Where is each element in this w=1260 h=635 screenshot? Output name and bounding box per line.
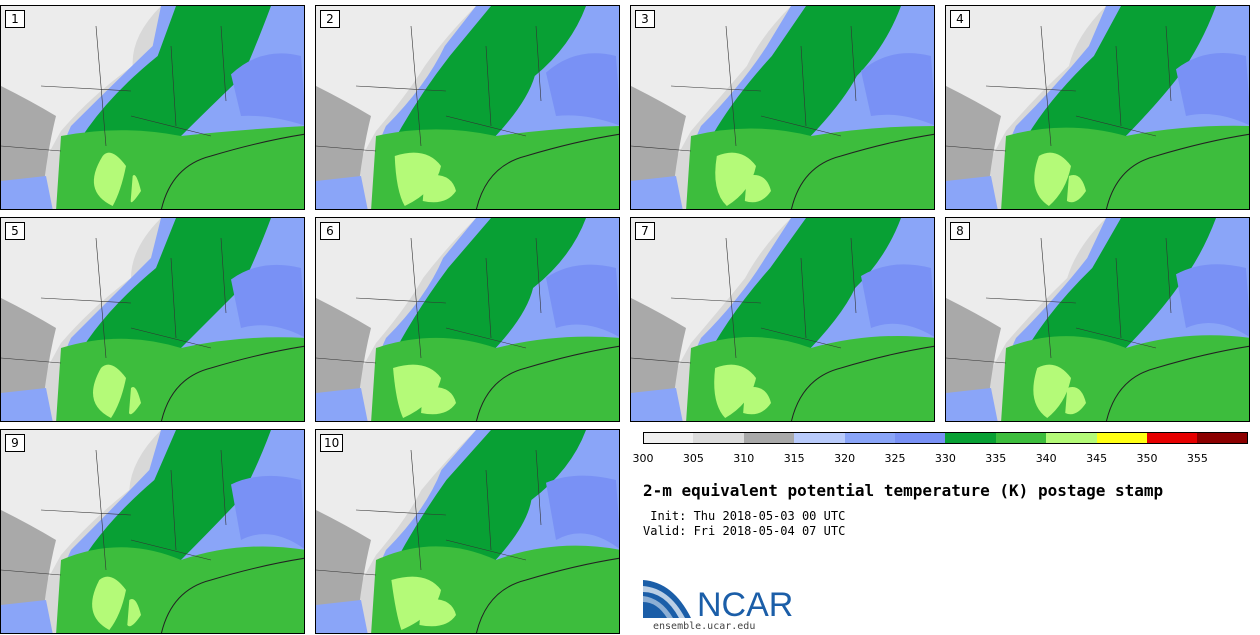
colorbar-tick-label: 305 bbox=[682, 452, 704, 465]
member-number: 7 bbox=[635, 222, 655, 240]
map bbox=[1, 430, 304, 633]
colorbar-tick-label: 310 bbox=[733, 452, 755, 465]
colorbar-tick-label: 350 bbox=[1136, 452, 1158, 465]
colorbar-tick-label: 330 bbox=[934, 452, 956, 465]
map bbox=[1, 218, 304, 421]
colorbar-segment bbox=[1096, 432, 1147, 444]
colorbar-segment bbox=[895, 432, 946, 444]
colorbar-tick-label: 345 bbox=[1086, 452, 1108, 465]
colorbar-segment bbox=[995, 432, 1047, 444]
postage-stamp-panel: 7 bbox=[630, 217, 935, 422]
colorbar-tick-label: 335 bbox=[985, 452, 1007, 465]
colorbar-tick-label: 340 bbox=[1035, 452, 1057, 465]
postage-stamp-panel: 9 bbox=[0, 429, 305, 634]
map bbox=[946, 218, 1249, 421]
member-number: 1 bbox=[5, 10, 25, 28]
colorbar-segment bbox=[1197, 432, 1248, 444]
postage-stamp-panel: 1 bbox=[0, 5, 305, 210]
colorbar-segment bbox=[794, 432, 845, 444]
postage-stamp-panel: 2 bbox=[315, 5, 620, 210]
colorbar-segment bbox=[643, 432, 694, 444]
colorbar-tick-label: 320 bbox=[834, 452, 856, 465]
map bbox=[316, 218, 619, 421]
member-number: 3 bbox=[635, 10, 655, 28]
map bbox=[316, 6, 619, 209]
colorbar-segment bbox=[1147, 432, 1198, 444]
map bbox=[631, 6, 934, 209]
map bbox=[631, 218, 934, 421]
postage-stamp-panel: 8 bbox=[945, 217, 1250, 422]
colorbar-tick-label: 300 bbox=[632, 452, 654, 465]
init-time: Init: Thu 2018-05-03 00 UTC bbox=[643, 509, 846, 523]
colorbar-segment bbox=[1046, 432, 1097, 444]
colorbar-segment bbox=[945, 432, 996, 444]
figure-title: 2-m equivalent potential temperature (K)… bbox=[643, 481, 1164, 500]
member-number: 9 bbox=[5, 434, 25, 452]
map bbox=[1, 6, 304, 209]
valid-time: Valid: Fri 2018-05-04 07 UTC bbox=[643, 524, 846, 538]
ncar-logo: NCAR bbox=[643, 578, 793, 624]
postage-stamp-panel: 5 bbox=[0, 217, 305, 422]
colorbar-segment bbox=[844, 432, 895, 444]
colorbar-segment bbox=[743, 432, 795, 444]
map bbox=[946, 6, 1249, 209]
colorbar-segment bbox=[693, 432, 744, 444]
logo-text: NCAR bbox=[697, 586, 793, 620]
postage-stamp-panel: 4 bbox=[945, 5, 1250, 210]
member-number: 6 bbox=[320, 222, 340, 240]
postage-stamp-panel: 3 bbox=[630, 5, 935, 210]
member-number: 5 bbox=[5, 222, 25, 240]
map bbox=[316, 430, 619, 633]
website-url: ensemble.ucar.edu bbox=[653, 621, 756, 632]
postage-stamp-panel: 10 bbox=[315, 429, 620, 634]
member-number: 10 bbox=[320, 434, 344, 452]
member-number: 2 bbox=[320, 10, 340, 28]
colorbar-tick-label: 315 bbox=[783, 452, 805, 465]
colorbar-tick-label: 325 bbox=[884, 452, 906, 465]
postage-stamp-panel: 6 bbox=[315, 217, 620, 422]
colorbar-tick-label: 355 bbox=[1186, 452, 1208, 465]
member-number: 4 bbox=[950, 10, 970, 28]
member-number: 8 bbox=[950, 222, 970, 240]
